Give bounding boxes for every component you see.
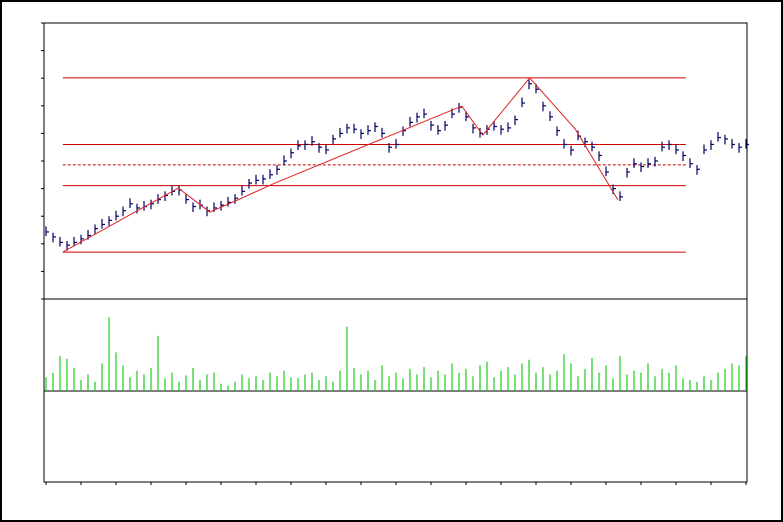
zigzag-line [62, 77, 619, 253]
